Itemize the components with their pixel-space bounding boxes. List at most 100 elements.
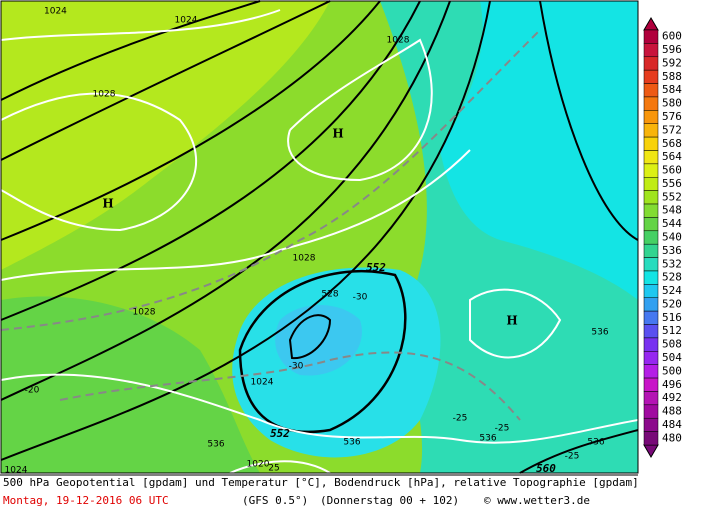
colorbar-cell	[643, 230, 659, 245]
colorbar-cell	[643, 69, 659, 84]
colorbar-cell	[643, 377, 659, 392]
colorbar-cell	[643, 310, 659, 325]
field-cyan	[440, 1, 638, 300]
colorbar-label: 568	[662, 137, 682, 150]
contour-label: 536	[479, 434, 496, 444]
contour-label: 536	[587, 438, 604, 448]
colorbar-cell	[643, 257, 659, 272]
colorbar-label: 580	[662, 97, 682, 110]
colorbar-label: 544	[662, 217, 682, 230]
pressure-contours	[0, 9, 639, 474]
colorbar-cell	[643, 284, 659, 298]
colorbar-cell	[643, 203, 659, 218]
footer-model: (GFS 0.5°)	[242, 494, 308, 507]
colorbar-cell	[643, 364, 659, 379]
footer-run: (Donnerstag 00 + 102)	[320, 494, 459, 507]
colorbar-cell	[643, 351, 659, 365]
contour-label: 1028	[293, 254, 316, 264]
contour-label: 552	[366, 261, 386, 274]
colorbar-cell	[643, 431, 659, 446]
footer-credit: © www.wetter3.de	[484, 494, 590, 507]
contour-label: 536	[591, 328, 608, 338]
map-frame	[0, 0, 639, 474]
contour-label: 560	[536, 462, 556, 475]
colorbar-cell	[643, 270, 659, 285]
colorbar-label: 600	[662, 30, 682, 43]
colorbar-cell	[643, 110, 659, 124]
colorbar-label: 548	[662, 204, 682, 217]
contour-label: 1028	[133, 308, 156, 318]
colorbar-label: 536	[662, 244, 682, 257]
height-contours	[0, 0, 639, 474]
contour-label: -30	[289, 362, 304, 372]
high-marker: H	[332, 127, 343, 141]
high-marker: H	[506, 314, 517, 328]
colorbar-label: 508	[662, 338, 682, 351]
colorbar-label: 540	[662, 231, 682, 244]
colorbar-label: 588	[662, 70, 682, 83]
contour-label: 536	[207, 440, 224, 450]
colorbar-label: 564	[662, 150, 682, 163]
contour-label: 1024	[44, 7, 67, 17]
colorbar-cell	[643, 337, 659, 352]
colorbar-label: 596	[662, 43, 682, 56]
contour-label: 1024	[251, 378, 274, 388]
contour-label: 1020	[247, 460, 270, 470]
temperature-contours	[0, 29, 541, 421]
colorbar-cell	[643, 29, 659, 44]
colorbar-cell	[643, 297, 659, 312]
colorbar-label: 520	[662, 297, 682, 310]
colorbar-cell	[643, 136, 659, 151]
colorbar-label: 528	[662, 271, 682, 284]
high-markers: H H H	[102, 127, 517, 328]
colorbar-label: 560	[662, 164, 682, 177]
contour-label: 552	[270, 427, 290, 440]
contour-label: 1024	[5, 466, 28, 476]
colorbar-label: 488	[662, 405, 682, 418]
contour-label: -30	[353, 293, 368, 303]
colorbar-end	[643, 444, 659, 458]
contour-label: 1028	[387, 36, 410, 46]
colorbar-label: 532	[662, 257, 682, 270]
colorbar-label: 504	[662, 351, 682, 364]
colorbar-label: 500	[662, 364, 682, 377]
colorbar-cell	[643, 243, 659, 258]
footer-date: Montag, 19-12-2016 06 UTC	[3, 494, 169, 507]
footer-title: 500 hPa Geopotential [gpdam] und Tempera…	[3, 476, 639, 489]
field-green	[1, 296, 260, 473]
high-marker: H	[102, 197, 113, 211]
colorbar-cell	[643, 56, 659, 71]
contour-label: -25	[565, 452, 580, 462]
colorbar-cell	[643, 190, 659, 205]
colorbar-label: 512	[662, 324, 682, 337]
colorbar-cell	[643, 83, 659, 98]
colorbar-cell	[643, 150, 659, 165]
colorbar-cell	[643, 96, 659, 111]
contour-label: -20	[25, 386, 40, 396]
colorbar-cell	[643, 417, 659, 432]
colorbar-label: 552	[662, 190, 682, 203]
colorbar-label: 592	[662, 56, 682, 69]
colorbar-label: 584	[662, 83, 682, 96]
colorbar-label: 480	[662, 431, 682, 444]
colorbar-label: 524	[662, 284, 682, 297]
colorbar-cell	[643, 404, 659, 419]
contour-label: 536	[343, 438, 360, 448]
colorbar-label: 484	[662, 418, 682, 431]
colorbar-end	[643, 17, 659, 31]
contour-label: 528	[321, 290, 338, 300]
contour-label: 1024	[175, 16, 198, 26]
colorbar-cell	[643, 391, 659, 406]
colorbar: 6005965925885845805765725685645605565525…	[643, 17, 682, 458]
colorbar-label: 516	[662, 311, 682, 324]
colorbar-cell	[643, 163, 659, 178]
map-field	[1, 1, 638, 473]
colorbar-label: 576	[662, 110, 682, 123]
colorbar-label: 556	[662, 177, 682, 190]
colorbar-cell	[643, 217, 659, 232]
contour-label: 1028	[93, 90, 116, 100]
colorbar-label: 572	[662, 123, 682, 136]
colorbar-cell	[643, 123, 659, 138]
colorbar-cell	[643, 43, 659, 58]
